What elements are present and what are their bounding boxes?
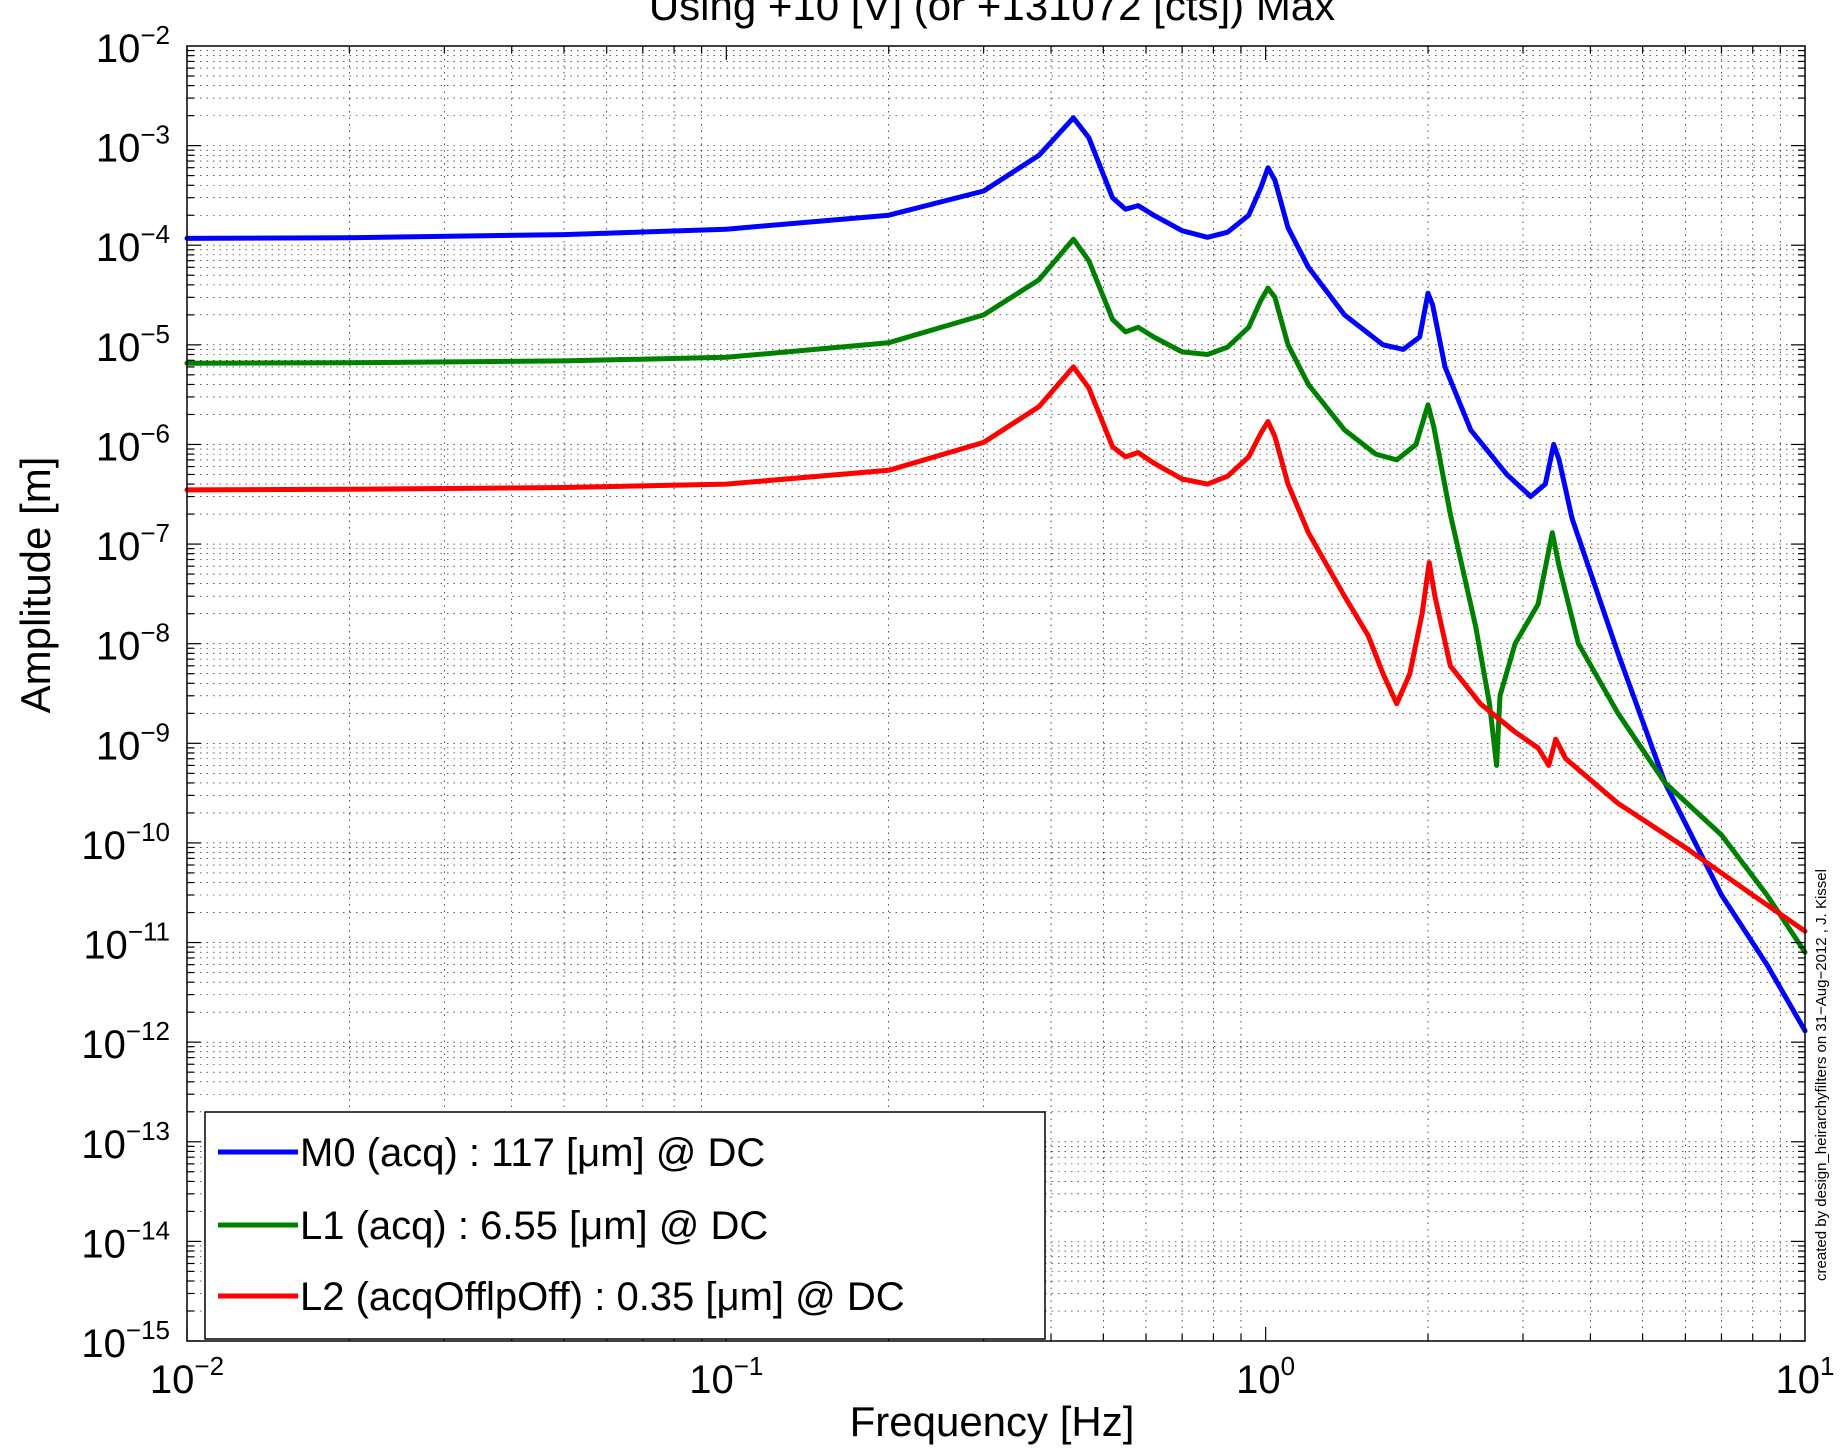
y-tick-label: 10−8: [96, 618, 170, 669]
y-tick-label: 10−5: [96, 319, 170, 370]
y-tick-label: 10−14: [81, 1215, 170, 1266]
x-tick-label: 101: [1776, 1351, 1835, 1402]
x-axis-title: Frequency [Hz]: [850, 1398, 1135, 1445]
y-tick-label: 10−15: [81, 1315, 170, 1366]
legend: M0 (acq) : 117 [μm] @ DC L1 (acq) : 6.55…: [204, 1111, 1046, 1340]
legend-label-l1: L1 (acq) : 6.55 [μm] @ DC: [300, 1204, 768, 1248]
y-tick-labels: 10−2 10−3 10−4 10−5 10−6 10−7 10−8 10−9 10−10 10−…: [81, 20, 170, 1366]
legend-box: [204, 1111, 1046, 1340]
y-tick-label: 10−4: [96, 219, 170, 270]
y-tick-label: 10−6: [96, 418, 170, 469]
y-tick-label: 10−7: [96, 518, 170, 569]
legend-label-l2: L2 (acqOfflpOff) : 0.35 [μm] @ DC: [300, 1275, 905, 1319]
series-line-l1: [184, 236, 1808, 955]
x-tick-labels: 10−2 10−1 100 101: [150, 1351, 1835, 1402]
y-tick-label: 10−2: [96, 20, 170, 71]
y-axis-title: Amplitude [m]: [12, 457, 59, 714]
y-tick-label: 10−10: [81, 817, 170, 868]
grid-lines: [187, 46, 1805, 1342]
series-line-m0: [184, 115, 1808, 1034]
series-lines: [184, 115, 1808, 1034]
tick-marks: [186, 46, 1805, 1342]
legend-label-m0: M0 (acq) : 117 [μm] @ DC: [300, 1131, 765, 1175]
y-tick-label: 10−3: [96, 120, 170, 171]
x-tick-label: 10−2: [150, 1351, 224, 1402]
y-tick-label: 10−11: [83, 917, 170, 968]
x-tick-label: 100: [1236, 1351, 1295, 1402]
y-tick-label: 10−13: [81, 1116, 170, 1167]
y-tick-label: 10−9: [96, 717, 170, 768]
y-tick-label: 10−12: [81, 1016, 170, 1067]
side-credit-note: created by design_heirarchyfilters on 31…: [1813, 869, 1830, 1281]
series-line-l2: [184, 364, 1808, 934]
chart-title: Using +10 [V] (or +131072 [cts]) Max: [649, 0, 1335, 29]
x-tick-label: 10−1: [689, 1351, 763, 1402]
plot-frame: [186, 45, 1806, 1342]
